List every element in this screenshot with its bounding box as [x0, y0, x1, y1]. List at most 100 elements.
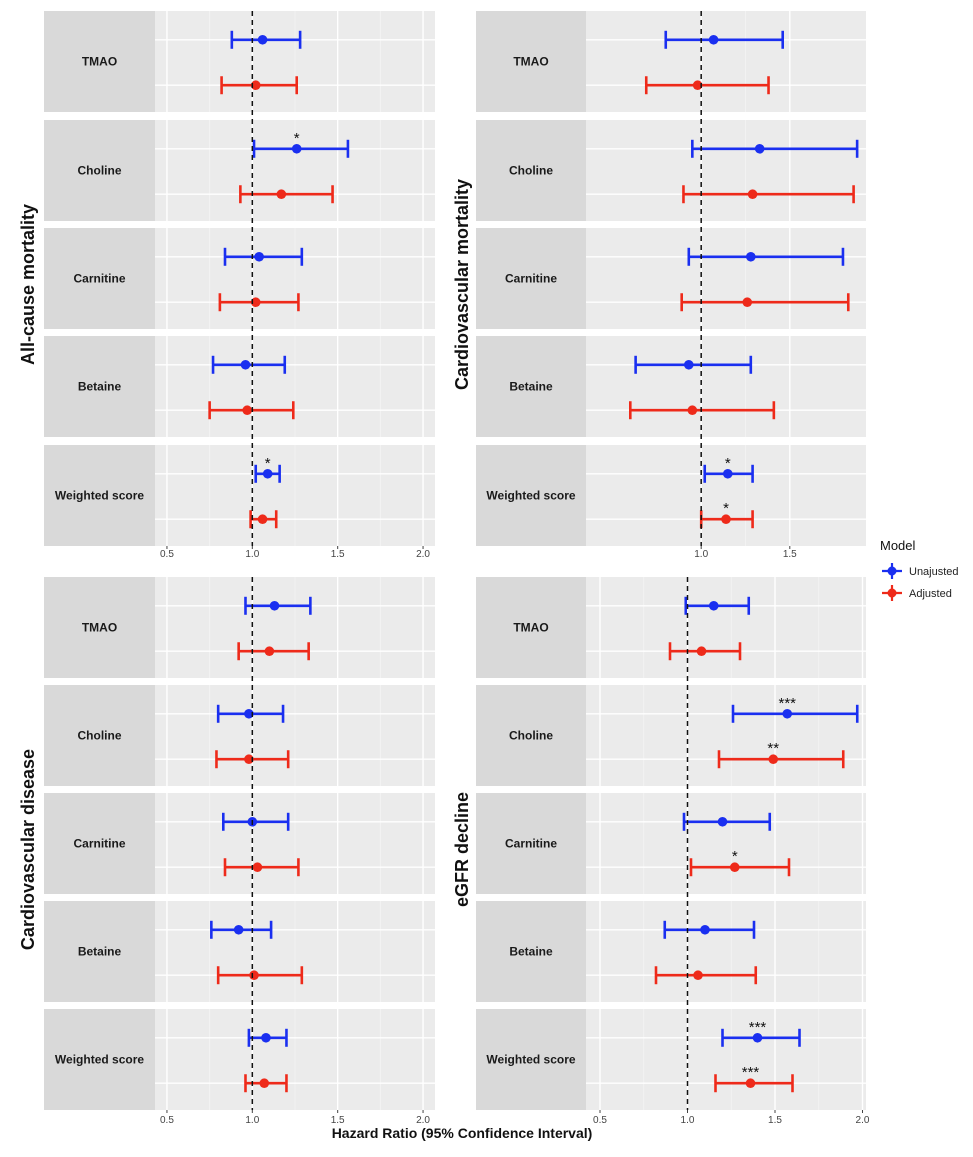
panel-background [586, 901, 866, 1002]
point-estimate-adjusted [729, 862, 740, 873]
facet-row-strip [44, 901, 155, 1002]
point-estimate-unadjusted [746, 251, 756, 262]
facet-row-strip [44, 577, 155, 678]
point-estimate-unadjusted [717, 816, 728, 827]
estimate-adjusted [644, 76, 770, 95]
facet-3: TMAOCholine*****Carnitine*BetaineWeighte… [452, 577, 870, 1126]
facet-row: Weighted score * [44, 445, 435, 546]
estimate-adjusted [208, 401, 295, 420]
estimate-unadjusted: *** [721, 1019, 801, 1047]
estimate-unadjusted: * [703, 455, 754, 483]
row-label: Betaine [509, 380, 553, 394]
point-estimate-adjusted [252, 862, 263, 873]
facet-row-strip [476, 228, 586, 329]
estimate-unadjusted: *** [731, 695, 859, 723]
legend-label-unadjusted: Unajusted [909, 566, 959, 578]
facet-row-strip [44, 445, 155, 546]
panel-background [586, 336, 866, 437]
point-estimate-unadjusted [257, 34, 268, 45]
significance-label: *** [742, 1064, 760, 1081]
point-estimate-adjusted [242, 405, 252, 416]
point-estimate-adjusted [259, 1078, 270, 1089]
panel-background [586, 1009, 866, 1110]
facet-row: Weighted score *** *** [476, 1009, 866, 1110]
point-estimate-unadjusted [708, 600, 719, 611]
estimate-adjusted: *** [714, 1064, 794, 1093]
x-tick-label: 1.0 [245, 549, 259, 560]
point-estimate-adjusted [687, 405, 698, 416]
point-estimate-adjusted [250, 297, 261, 308]
x-tick-label: 2.0 [856, 1115, 870, 1126]
row-label: Carnitine [73, 272, 125, 286]
row-label: Weighted score [55, 489, 144, 503]
point-estimate-unadjusted [683, 359, 694, 370]
facet-title: All-cause mortality [18, 204, 38, 365]
significance-label: * [732, 848, 738, 865]
x-tick-label: 1.0 [681, 1115, 695, 1126]
row-label: Carnitine [505, 837, 557, 851]
legend-title: Model [880, 538, 916, 553]
estimate-unadjusted [210, 920, 273, 939]
x-tick-label: 0.5 [160, 1115, 174, 1126]
x-tick-label: 0.5 [160, 549, 174, 560]
estimate-adjusted: * [689, 848, 791, 877]
point-estimate-adjusted [742, 297, 753, 308]
estimate-adjusted [218, 293, 300, 312]
facet-row: Carnitine [44, 228, 435, 329]
estimate-unadjusted [684, 596, 751, 615]
legend-label-adjusted: Adjusted [909, 588, 952, 600]
estimate-unadjusted [247, 1028, 288, 1047]
point-estimate-unadjusted [233, 924, 244, 935]
x-axis-title: Hazard Ratio (95% Confidence Interval) [332, 1125, 593, 1141]
facet-row-strip [476, 901, 586, 1002]
x-tick-label: 1.0 [245, 1115, 259, 1126]
facet-row-strip [476, 577, 586, 678]
point-estimate-unadjusted [782, 708, 793, 719]
facet-row: Choline [44, 685, 435, 786]
estimate-unadjusted [634, 355, 753, 374]
panel-background [586, 11, 866, 112]
facet-row: Choline [476, 120, 866, 221]
facet-row-strip [476, 1009, 586, 1110]
point-estimate-unadjusted [752, 1032, 763, 1043]
estimate-adjusted [237, 642, 310, 661]
panel-background [586, 445, 866, 546]
row-label: Weighted score [486, 1053, 575, 1067]
facet-row: Betaine [44, 901, 435, 1002]
point-estimate-unadjusted [269, 600, 280, 611]
point-estimate-unadjusted [262, 468, 273, 479]
row-label: Betaine [78, 380, 122, 394]
facet-row: Carnitine [476, 228, 866, 329]
x-tick-label: 1.5 [783, 549, 797, 560]
estimate-unadjusted [663, 920, 756, 939]
estimate-adjusted [654, 966, 758, 985]
facet-2: TMAO Choline Carnitine Betaine Weighted scor… [18, 577, 435, 1126]
point-estimate-unadjusted [708, 34, 719, 45]
estimate-adjusted [216, 966, 304, 985]
point-estimate-adjusted [745, 1078, 756, 1089]
legend-key-adjusted-point [887, 588, 897, 598]
facet-row: Carnitine [44, 793, 435, 894]
point-estimate-unadjusted [240, 359, 251, 370]
x-tick-label: 1.0 [694, 549, 708, 560]
estimate-unadjusted [216, 704, 285, 723]
facet-row-strip [476, 120, 586, 221]
point-estimate-adjusted [692, 80, 703, 91]
point-estimate-adjusted [249, 970, 259, 981]
facet-row-strip [44, 336, 155, 437]
point-estimate-unadjusted [722, 468, 733, 479]
point-estimate-adjusted [747, 189, 758, 200]
legend-key-unadjusted-point [887, 566, 897, 576]
significance-label: ** [767, 740, 779, 757]
facet-row: Carnitine * [476, 793, 866, 894]
estimate-unadjusted [687, 247, 845, 266]
x-tick-label: 1.5 [331, 1115, 345, 1126]
row-label: Betaine [509, 945, 553, 959]
facet-row: TMAO [476, 11, 866, 112]
row-label: Weighted score [486, 489, 575, 503]
estimate-adjusted [682, 185, 855, 204]
significance-label: * [294, 130, 300, 147]
facet-row-strip [44, 120, 155, 221]
row-label: Choline [509, 729, 553, 743]
facet-row: Weighted score * * [476, 445, 866, 546]
